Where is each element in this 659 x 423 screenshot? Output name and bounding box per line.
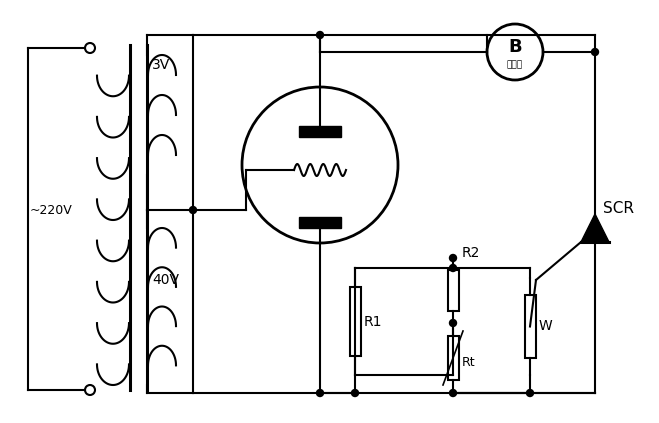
- Text: ~220V: ~220V: [30, 203, 72, 217]
- Bar: [525, 295, 536, 357]
- Circle shape: [316, 390, 324, 396]
- Circle shape: [449, 319, 457, 327]
- Bar: [447, 335, 459, 380]
- Polygon shape: [581, 214, 609, 242]
- Text: 3V: 3V: [152, 58, 170, 72]
- Bar: [299, 217, 341, 228]
- Circle shape: [527, 390, 534, 396]
- Bar: [349, 287, 360, 356]
- Circle shape: [449, 390, 457, 396]
- Circle shape: [449, 255, 457, 261]
- Circle shape: [351, 390, 358, 396]
- Text: 蜂鸣器: 蜂鸣器: [507, 60, 523, 69]
- Text: 40V: 40V: [152, 273, 179, 287]
- Bar: [447, 270, 459, 311]
- Text: R2: R2: [462, 246, 480, 260]
- Text: R1: R1: [364, 314, 382, 329]
- Circle shape: [449, 264, 457, 272]
- Circle shape: [316, 31, 324, 38]
- Text: SCR: SCR: [603, 201, 634, 215]
- Text: B: B: [508, 38, 522, 56]
- Text: Rt: Rt: [462, 355, 476, 368]
- Text: W: W: [539, 319, 553, 333]
- Circle shape: [592, 49, 598, 55]
- Circle shape: [190, 206, 196, 214]
- Bar: [299, 126, 341, 137]
